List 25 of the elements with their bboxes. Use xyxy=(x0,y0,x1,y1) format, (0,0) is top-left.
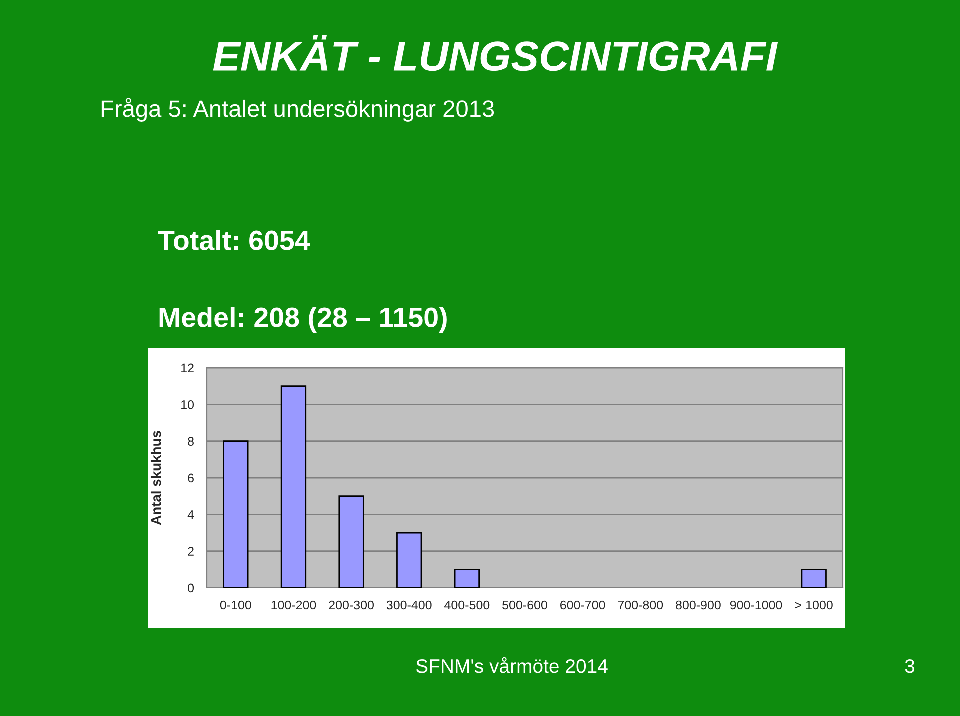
x-tick-label: 400-500 xyxy=(444,600,490,610)
x-tick-label: 300-400 xyxy=(386,600,432,610)
chart-title: ENKÄT - LUNGSCINTIGRAFI xyxy=(213,35,778,72)
y-tick-label: 0 xyxy=(188,584,194,593)
y-tick-label: 10 xyxy=(182,400,194,410)
y-tick-label: 4 xyxy=(188,510,194,520)
x-tick-label: 900-1000 xyxy=(730,600,782,610)
y-axis-title: Antal skukhus xyxy=(150,431,162,526)
y-tick-label: 12 xyxy=(182,364,194,373)
x-tick-label: 700-800 xyxy=(618,600,664,610)
x-tick-label: 200-300 xyxy=(329,600,374,610)
x-tick-label: 100-200 xyxy=(272,600,316,610)
text: Totalt: 6054 xyxy=(158,230,310,250)
text: Medel: 208 (28 – 1150) xyxy=(160,307,447,333)
text: SFNM's vårmöte 2014 xyxy=(416,657,608,674)
x-tick-label: 0-100 xyxy=(220,600,252,610)
y-tick-label: 6 xyxy=(188,474,194,483)
y-tick-label: 8 xyxy=(188,437,194,446)
y-tick-label: 2 xyxy=(188,547,194,556)
x-tick-label: > 1000 xyxy=(795,600,833,610)
x-tick-label: 500-600 xyxy=(502,600,548,610)
x-tick-label: 800-900 xyxy=(676,600,721,610)
text: 3 xyxy=(905,659,915,674)
chart-subtitle: Fråga 5: Antalet undersökningar 2013 xyxy=(102,98,494,122)
x-tick-label: 600-700 xyxy=(560,600,606,610)
